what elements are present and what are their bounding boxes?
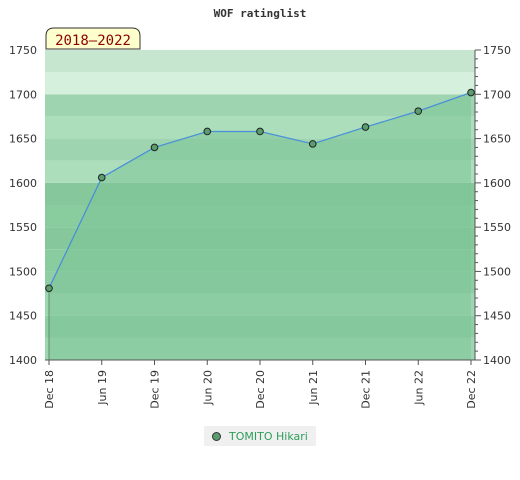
y-tick-label-left: 1700 xyxy=(9,88,37,101)
y-tick-label-right: 1400 xyxy=(483,354,511,367)
data-point[interactable] xyxy=(308,140,317,148)
x-tick-label: Dec 22 xyxy=(465,370,478,409)
y-tick-label-left: 1450 xyxy=(9,310,37,323)
y-tick-label-left: 1550 xyxy=(9,221,37,234)
y-tick-label-left: 1750 xyxy=(9,44,37,57)
y-tick-label-right: 1650 xyxy=(483,133,511,146)
x-tick-label: Jun 22 xyxy=(412,370,425,406)
data-point[interactable] xyxy=(203,127,212,136)
data-point[interactable] xyxy=(361,123,370,131)
x-tick-label: Dec 20 xyxy=(254,370,267,409)
y-tick-label-right: 1750 xyxy=(483,44,511,57)
data-point[interactable] xyxy=(150,143,159,152)
legend[interactable]: TOMITO Hikari xyxy=(204,426,316,446)
data-point[interactable] xyxy=(467,88,475,97)
y-tick-label-right: 1600 xyxy=(483,177,511,190)
y-tick-label-right: 1500 xyxy=(483,265,511,278)
area-layer xyxy=(48,92,471,360)
axes: 1400 1400 1450 1450 1500 1500 1550 1550 1600 1600… xyxy=(9,44,511,409)
y-tick-label-right: 1450 xyxy=(483,310,511,323)
y-tick-label-right: 1700 xyxy=(483,88,511,101)
data-point[interactable] xyxy=(256,127,264,136)
y-tick-label-left: 1600 xyxy=(9,177,37,190)
y-tick-label-left: 1650 xyxy=(9,133,37,146)
grid-band xyxy=(45,94,475,117)
legend-marker-icon xyxy=(212,431,221,441)
x-tick-label: Dec 18 xyxy=(43,370,56,409)
series-area xyxy=(49,92,471,360)
x-tick-label: Jun 19 xyxy=(96,370,109,406)
x-tick-label: Dec 21 xyxy=(360,370,373,409)
period-badge-label: 2018–2022 xyxy=(55,33,131,49)
y-tick-label-left: 1400 xyxy=(9,354,37,367)
x-tick-label: Jun 21 xyxy=(307,370,320,406)
data-point[interactable] xyxy=(97,173,106,182)
data-point[interactable] xyxy=(414,107,423,115)
grid-band xyxy=(45,50,475,73)
data-point[interactable] xyxy=(45,284,53,293)
chart-title: WOF ratinglist xyxy=(214,7,307,20)
period-badge: 2018–2022 xyxy=(45,27,141,50)
y-tick-label-left: 1500 xyxy=(9,265,37,278)
x-tick-label: Jun 20 xyxy=(201,370,214,406)
x-tick-label: Dec 19 xyxy=(149,370,162,409)
legend-series-label: TOMITO Hikari xyxy=(229,429,308,443)
data-marks xyxy=(45,88,475,293)
grid-band xyxy=(45,72,475,95)
y-tick-label-right: 1550 xyxy=(483,221,511,234)
